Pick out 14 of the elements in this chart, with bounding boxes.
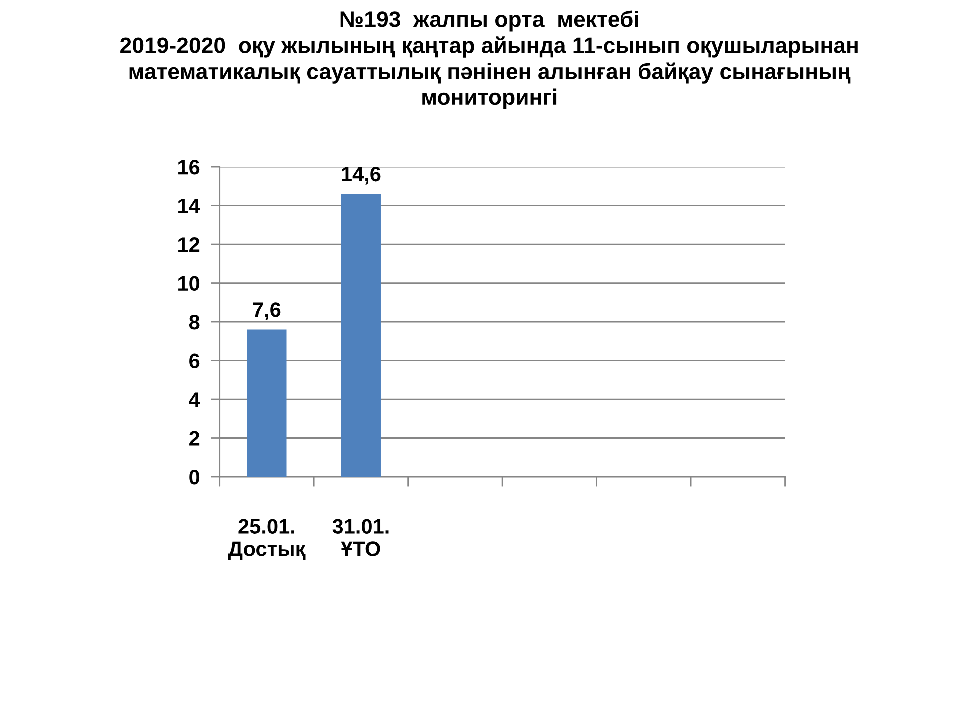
y-tick-label: 8 (189, 315, 200, 330)
chart-title: №193 жалпы орта мектебі 2019-2020 оқу жылының қаңтар айында 11-сынып оқушыларынан математикалық сауаттылық пәнінен алынған байқау сынағының мониторингі (120, 10, 858, 110)
y-tick-label: 12 (178, 238, 200, 252)
y-tick-label: 6 (190, 354, 200, 369)
y-tick-label: 0 (190, 470, 200, 485)
y-tick-label: 14 (178, 199, 200, 214)
data-label: 14,6 (342, 166, 381, 185)
x-tick-label: 31.01. ҰТО (332, 519, 389, 556)
y-tick-label: 10 (178, 276, 200, 292)
y-tick-label: 16 (178, 160, 200, 175)
y-tick-label: 4 (189, 392, 200, 408)
x-tick-label: 25.01. Достық (228, 519, 306, 560)
data-label: 7,6 (253, 302, 281, 320)
y-tick-label: 2 (190, 431, 200, 446)
